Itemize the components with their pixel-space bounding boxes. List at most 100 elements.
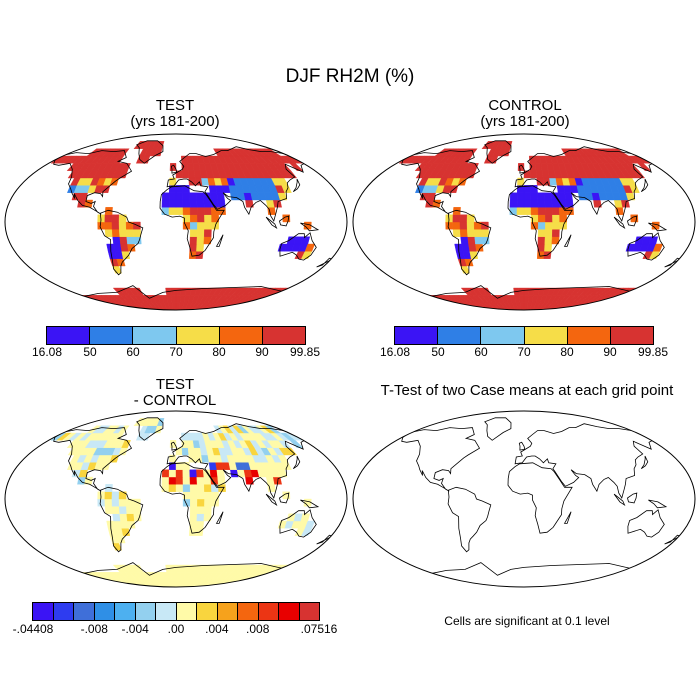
grid-cell <box>175 207 184 215</box>
grid-cell <box>112 236 121 245</box>
grid-cell <box>615 295 637 303</box>
grid-cell <box>648 236 659 245</box>
grid-cell <box>509 199 518 208</box>
grid-cell <box>544 243 553 252</box>
grid-cell <box>530 192 539 201</box>
grid-cell <box>126 506 134 514</box>
grid-cell <box>189 469 198 478</box>
grid-cell <box>216 192 225 201</box>
grid-cell <box>84 302 110 310</box>
grid-cell <box>300 513 311 522</box>
grid-cell <box>97 498 106 507</box>
grid-cell <box>168 476 177 485</box>
grid-cell <box>564 192 573 201</box>
coastline-japan <box>640 455 649 470</box>
colorbar-swatch <box>33 603 53 620</box>
grid-cell <box>120 243 129 252</box>
grid-cell <box>516 207 525 215</box>
colorbar-swatch <box>278 603 299 620</box>
grid-cell <box>189 229 198 237</box>
grid-cell <box>197 491 205 500</box>
grid-cell <box>133 506 142 514</box>
coastline-africa <box>507 185 573 257</box>
grid-cell <box>111 491 120 500</box>
coastline-australia <box>279 509 317 538</box>
grid-cell <box>194 454 203 463</box>
colorbar-swatch <box>89 327 133 344</box>
grid-cell <box>197 498 205 507</box>
grid-cell <box>516 199 525 208</box>
grid-cell <box>242 579 268 587</box>
grid-cell <box>188 454 197 463</box>
grid-cell <box>461 243 470 252</box>
grid-cell <box>188 251 197 259</box>
coastline-uk <box>170 164 178 174</box>
test-subtitle: (yrs 181-200) <box>130 113 220 130</box>
colorbar-swatch <box>175 603 196 620</box>
grid-cell <box>203 207 212 215</box>
grid-cell <box>552 221 560 230</box>
grid-cell <box>168 207 177 215</box>
grid-cell <box>196 229 205 237</box>
grid-cell <box>189 207 198 215</box>
grid-cell <box>196 484 205 492</box>
grid-cell <box>126 513 135 522</box>
grid-cell <box>196 520 205 529</box>
grid-cell <box>189 513 198 522</box>
grid-cell <box>466 229 475 237</box>
grid-cell <box>587 302 612 310</box>
grid-cell <box>170 287 177 296</box>
test-panel-title: TEST (yrs 181-200) <box>60 98 290 130</box>
coastline-southAmerica <box>447 209 492 276</box>
grid-cell <box>245 302 272 310</box>
grid-cell <box>182 192 191 201</box>
grid-cell <box>544 199 553 208</box>
grid-cell <box>189 491 198 500</box>
grid-cell <box>189 214 198 223</box>
diff-map <box>4 410 348 588</box>
grid-cell <box>544 236 553 245</box>
grid-cell <box>537 236 546 245</box>
colorbar-tick-label: -.004 <box>121 622 149 636</box>
colorbar-tick-label: -.008 <box>80 622 108 636</box>
colorbar-swatch <box>437 327 481 344</box>
grid-cell <box>196 243 205 252</box>
grid-cell <box>189 506 198 514</box>
grid-cell <box>557 192 566 201</box>
grid-cell <box>523 207 532 215</box>
grid-cell <box>459 214 468 223</box>
coastline-greenland <box>484 417 512 441</box>
grid-cell <box>517 163 525 171</box>
grid-cell <box>204 498 212 507</box>
coastline-sumatra <box>265 216 278 229</box>
coastline-newGuinea <box>648 499 668 509</box>
grid-cell <box>545 214 553 223</box>
colorbar-tick-label: .07516 <box>300 622 338 636</box>
colorbar-swatch <box>175 327 219 344</box>
coastline-newGuinea <box>648 222 668 232</box>
control-subtitle: (yrs 181-200) <box>480 113 570 130</box>
colorbar-tick-label: 99.85 <box>637 345 669 359</box>
coastline-uk <box>170 441 178 451</box>
grid-cell <box>530 199 539 208</box>
grid-cell <box>189 221 198 230</box>
grid-cell <box>120 520 129 529</box>
coastline-greenland <box>136 417 164 441</box>
coastline-africa <box>159 185 225 257</box>
grid-cell <box>168 469 177 478</box>
grid-cell <box>189 199 198 208</box>
grid-cell <box>203 229 212 237</box>
grid-cell <box>474 236 483 245</box>
grid-cell <box>452 207 461 215</box>
colorbar-swatch <box>395 327 438 344</box>
grid-cell <box>80 579 107 587</box>
grid-cell <box>111 498 120 507</box>
coastline-eurasia <box>166 423 309 499</box>
grid-cell <box>161 207 170 215</box>
test-title: TEST <box>155 97 195 114</box>
coastline-eurasia <box>166 146 309 222</box>
grid-cell <box>537 199 546 208</box>
ttest-map <box>352 410 696 588</box>
coastline-newGuinea <box>300 499 320 509</box>
grid-cell <box>523 287 530 296</box>
